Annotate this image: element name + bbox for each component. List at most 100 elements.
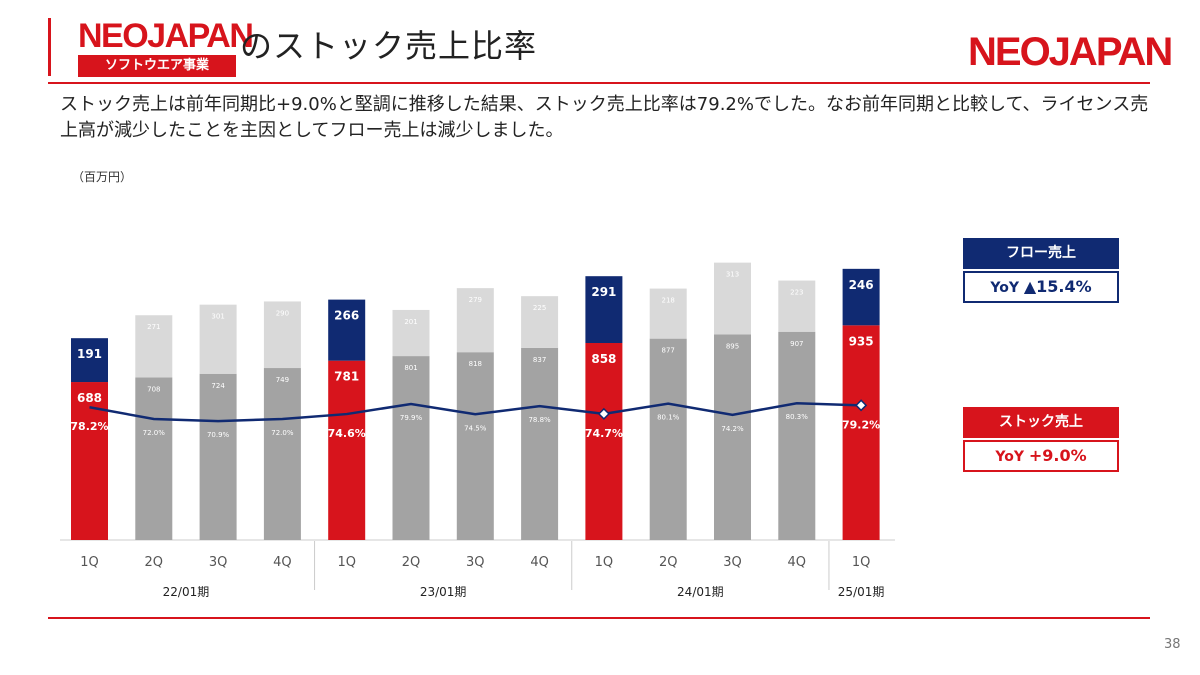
bar-stock	[842, 325, 880, 540]
ratio-marker	[855, 399, 868, 412]
bar-flow	[392, 309, 430, 357]
bar-stock	[649, 338, 687, 540]
data-label-flow: 218	[662, 297, 675, 305]
tick-label: 4Q	[273, 555, 292, 570]
bar-flow	[71, 338, 108, 383]
logo-subtitle: ソフトウエア事業	[78, 55, 236, 77]
data-label-stock: 818	[469, 360, 482, 368]
ratio-marker	[597, 407, 610, 420]
bar-flow	[778, 280, 816, 332]
ratio-label: 80.1%	[657, 414, 680, 422]
tick-label: 1Q	[852, 555, 871, 570]
ratio-label: 80.3%	[786, 413, 809, 421]
data-label-stock: 801	[404, 364, 417, 372]
ratio-label: 70.9%	[207, 431, 230, 439]
data-label-flow: 225	[533, 304, 546, 312]
ratio-label: 74.7%	[585, 427, 623, 440]
ratio-label: 74.5%	[464, 424, 487, 432]
data-label-flow: 191	[77, 347, 102, 361]
bar-flow	[585, 276, 623, 344]
data-label-stock: 708	[147, 385, 160, 393]
data-label-stock: 877	[662, 347, 675, 355]
ratio-label: 72.0%	[271, 429, 294, 437]
period-label: 23/01期	[420, 585, 467, 599]
bar-stock	[585, 343, 623, 540]
logo-name: NEOJAPAN	[78, 17, 254, 55]
bar-flow	[521, 296, 559, 348]
data-label-stock: 895	[726, 343, 739, 351]
period-label: 24/01期	[677, 585, 724, 599]
neojapan-logo: NEOJAPAN ソフトウエア事業	[78, 17, 254, 78]
bar-flow	[199, 304, 237, 374]
bar-stock	[135, 377, 173, 540]
bar-flow	[135, 315, 173, 378]
data-label-flow: 279	[469, 296, 482, 304]
description-text: ストック売上は前年同期比+9.0%と堅調に推移した結果、ストック売上比率は79.…	[60, 94, 1149, 141]
bar-stock	[456, 352, 494, 540]
bar-flow	[456, 288, 494, 353]
tick-label: 1Q	[595, 555, 614, 570]
period-label: 25/01期	[838, 585, 885, 599]
bar-flow	[842, 268, 880, 326]
data-label-stock: 724	[211, 382, 225, 390]
bar-stock	[328, 360, 366, 540]
bar-stock	[199, 373, 237, 540]
data-label-flow: 301	[211, 313, 224, 321]
ratio-label: 79.9%	[400, 414, 423, 422]
bar-flow	[263, 301, 301, 369]
ratio-label: 72.0%	[143, 429, 166, 437]
bar-stock	[714, 334, 751, 540]
tick-label: 1Q	[80, 555, 99, 570]
data-label-stock: 749	[276, 376, 289, 384]
accent-bar	[48, 18, 51, 76]
tick-label: 2Q	[659, 555, 678, 570]
page-number: 38	[1164, 637, 1181, 652]
ratio-label: 74.2%	[721, 425, 744, 433]
ratio-label: 78.8%	[528, 416, 551, 424]
legend-flow-yoy-value: ▲15.4%	[1023, 277, 1092, 296]
top-divider	[48, 82, 1150, 84]
bar-stock	[521, 347, 559, 540]
bar-flow	[649, 288, 687, 339]
data-label-flow: 266	[334, 309, 359, 323]
neojapan-logo-right: NEOJAPAN	[968, 30, 1173, 74]
legend-stock-yoy: YoY +9.0%	[963, 440, 1119, 472]
data-label-stock: 858	[591, 352, 616, 366]
page-title: のストック売上比率	[240, 27, 538, 65]
ratio-label: 78.2%	[70, 420, 108, 433]
data-label-flow: 223	[790, 289, 803, 297]
legend-stock-yoy-value: +9.0%	[1028, 446, 1087, 465]
data-label-stock: 935	[849, 334, 874, 348]
data-label-stock: 688	[77, 391, 102, 405]
data-label-flow: 201	[404, 318, 417, 326]
ratio-label: 74.6%	[328, 427, 366, 440]
bar-flow	[328, 299, 366, 361]
tick-label: 2Q	[402, 555, 421, 570]
data-label-flow: 290	[276, 309, 289, 317]
data-label-flow: 313	[726, 271, 739, 279]
bar-stock	[71, 382, 108, 540]
bar-stock	[263, 368, 301, 540]
tick-label: 3Q	[209, 555, 228, 570]
bar-stock	[778, 331, 816, 540]
bar-flow	[714, 262, 751, 335]
legend-flow-yoy-prefix: YoY	[990, 280, 1024, 296]
tick-label: 3Q	[723, 555, 742, 570]
tick-label: 1Q	[337, 555, 356, 570]
legend-stock-label: ストック売上	[963, 407, 1119, 438]
data-label-flow: 246	[849, 278, 874, 292]
data-label-stock: 837	[533, 356, 546, 364]
tick-label: 2Q	[145, 555, 164, 570]
data-label-flow: 291	[591, 285, 616, 299]
legend-flow-label: フロー売上	[963, 238, 1119, 269]
ratio-label: 79.2%	[842, 418, 880, 431]
unit-label: （百万円）	[72, 170, 133, 184]
tick-label: 4Q	[530, 555, 549, 570]
period-label: 22/01期	[163, 585, 210, 599]
tick-label: 4Q	[788, 555, 807, 570]
legend-stock-yoy-prefix: YoY	[995, 449, 1029, 465]
bottom-divider	[48, 617, 1150, 619]
legend-flow-yoy: YoY ▲15.4%	[963, 271, 1119, 303]
bar-stock	[392, 356, 430, 540]
